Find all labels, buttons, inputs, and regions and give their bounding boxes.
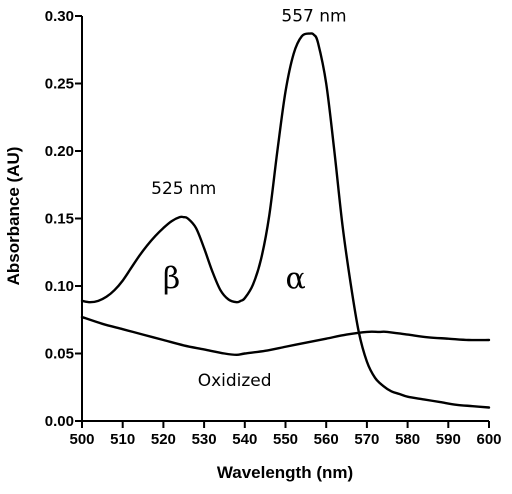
x-ticks: 500 510 520 530 540 550 560 570 580 590 600 [69,421,502,448]
x-tick-label: 540 [232,431,257,448]
x-tick-label: 500 [69,431,94,448]
oxidized-spectrum-line [80,315,491,357]
y-tick-label: 0.00 [45,413,74,430]
oxidized-series-label: Oxidized [198,371,272,391]
y-tick-label: 0.10 [45,278,74,295]
y-ticks: 0.00 0.05 0.10 0.15 0.20 0.25 0.30 [45,8,82,430]
x-tick-label: 580 [395,431,420,448]
reduced-spectrum-line [80,32,491,409]
x-tick-label: 550 [273,431,298,448]
y-tick-label: 0.05 [45,346,74,363]
x-tick-label: 560 [314,431,339,448]
alpha-band-label: α [286,262,306,297]
x-tick-label: 510 [110,431,135,448]
x-tick-label: 590 [436,431,461,448]
beta-band-label: β [163,262,180,297]
peak-label: 557 nm [281,6,346,26]
y-tick-label: 0.20 [45,143,74,160]
y-tick-label: 0.30 [45,8,74,25]
y-axis-title: Absorbance (AU) [4,147,23,286]
series-group [80,32,491,409]
axes [81,16,489,422]
x-tick-label: 600 [476,431,501,448]
peak-label: 525 nm [151,179,216,199]
x-axis-title: Wavelength (nm) [217,463,353,482]
y-tick-label: 0.25 [45,76,74,93]
annotations: 557 nm 525 nm β α Oxidized [151,6,346,391]
x-tick-label: 570 [354,431,379,448]
x-tick-label: 530 [192,431,217,448]
y-tick-label: 0.15 [45,211,74,228]
x-tick-label: 520 [151,431,176,448]
